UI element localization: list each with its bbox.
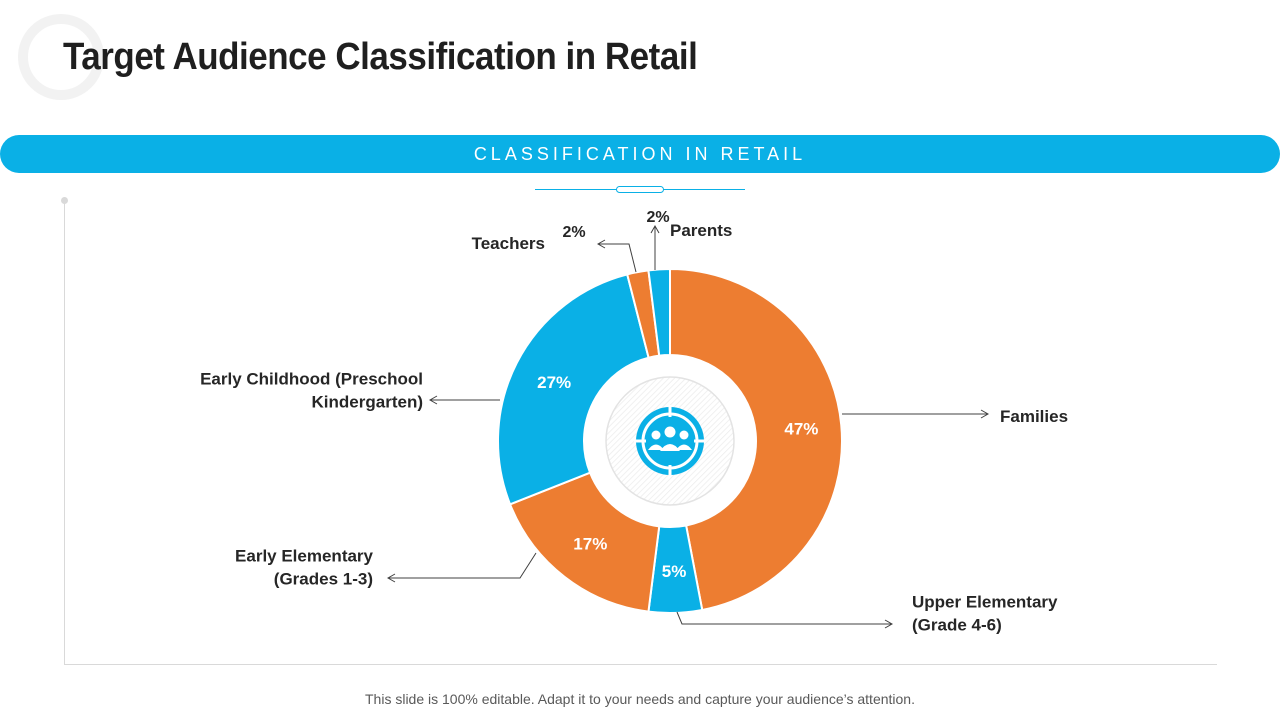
slice-value-label: 2% xyxy=(562,224,585,241)
leader-arrow xyxy=(386,552,537,583)
frame-horizontal-line xyxy=(64,664,1217,665)
leader-arrow xyxy=(676,611,894,629)
slice-category-label: Early Childhood (Preschool Kindergarten) xyxy=(200,370,423,412)
slice-category-label: Early Elementary (Grades 1-3) xyxy=(235,547,374,589)
slice-category-label: Upper Elementary (Grade 4-6) xyxy=(912,593,1058,635)
slice-value-label: 17% xyxy=(573,535,607,554)
slice-category-label: Parents xyxy=(670,221,732,240)
center-badge xyxy=(584,355,756,527)
decorative-ring xyxy=(18,14,104,100)
audience-target-icon xyxy=(634,405,706,477)
frame-dot xyxy=(61,197,68,204)
slice-category-label: Families xyxy=(1000,407,1068,426)
banner-label: CLASSIFICATION IN RETAIL xyxy=(473,143,807,164)
slice-value-label: 2% xyxy=(646,209,669,226)
slice-value-label: 47% xyxy=(784,420,818,439)
section-banner: CLASSIFICATION IN RETAIL xyxy=(0,135,1280,173)
slice-value-label: 27% xyxy=(537,373,571,392)
page-title: Target Audience Classification in Retail xyxy=(63,36,698,78)
leader-arrow xyxy=(596,239,637,273)
frame-vertical-line xyxy=(64,200,65,664)
slice-value-label: 5% xyxy=(662,562,687,581)
footer-note: This slide is 100% editable. Adapt it to… xyxy=(365,691,915,707)
slice-category-label: Teachers xyxy=(472,234,545,253)
banner-divider-pill xyxy=(616,186,664,193)
